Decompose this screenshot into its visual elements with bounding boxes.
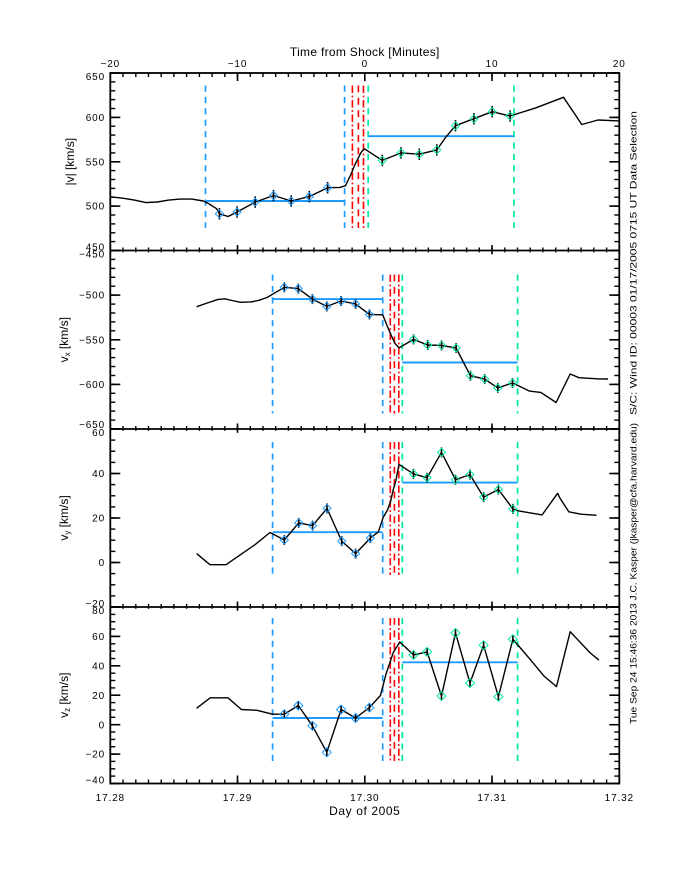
svg-text:550: 550 [86, 157, 105, 168]
svg-text:−450: −450 [79, 250, 105, 261]
svg-text:20: 20 [92, 514, 105, 525]
svg-text:−40: −40 [85, 776, 105, 787]
svg-text:vz [km/s]: vz [km/s] [57, 673, 72, 718]
svg-text:17.29: 17.29 [223, 793, 252, 804]
svg-text:40: 40 [92, 661, 105, 672]
svg-text:17.31: 17.31 [477, 793, 506, 804]
svg-text:17.32: 17.32 [605, 793, 634, 804]
svg-text:−20: −20 [101, 59, 121, 70]
svg-text:450: 450 [86, 243, 105, 254]
svg-text:−20: −20 [85, 599, 105, 610]
svg-text:80: 80 [92, 606, 105, 617]
svg-text:−20: −20 [85, 750, 105, 761]
svg-text:17.28: 17.28 [96, 793, 125, 804]
svg-text:vx [km/s]: vx [km/s] [57, 317, 72, 362]
svg-text:0: 0 [99, 558, 105, 569]
svg-text:40: 40 [92, 469, 105, 480]
svg-text:−500: −500 [79, 291, 105, 302]
svg-text:0: 0 [99, 720, 105, 731]
svg-text:S/C: Wind ID: 00003 01/17/2005: S/C: Wind ID: 00003 01/17/2005 0715 UT D… [629, 111, 639, 415]
svg-text:Time from Shock [Minutes]: Time from Shock [Minutes] [290, 45, 440, 59]
svg-text:vy [km/s]: vy [km/s] [57, 495, 72, 540]
svg-text:20: 20 [92, 691, 105, 702]
svg-text:10: 10 [486, 59, 499, 70]
svg-text:60: 60 [92, 428, 105, 439]
svg-text:60: 60 [92, 632, 105, 643]
svg-text:Tue Sep 24 15:46:36 2013 J.C.: Tue Sep 24 15:46:36 2013 J.C. Kasper (jk… [629, 423, 639, 724]
svg-text:600: 600 [86, 113, 105, 124]
svg-text:−600: −600 [79, 380, 105, 391]
svg-text:650: 650 [86, 72, 105, 83]
svg-text:−550: −550 [79, 335, 105, 346]
svg-text:0: 0 [362, 59, 368, 70]
svg-text:−10: −10 [228, 59, 248, 70]
svg-text:17.30: 17.30 [350, 793, 379, 804]
svg-text:Day of 2005: Day of 2005 [329, 804, 400, 818]
svg-text:500: 500 [86, 202, 105, 213]
svg-text:20: 20 [613, 59, 626, 70]
svg-text:|v| [km/s]: |v| [km/s] [63, 138, 77, 186]
svg-text:−650: −650 [79, 420, 105, 431]
